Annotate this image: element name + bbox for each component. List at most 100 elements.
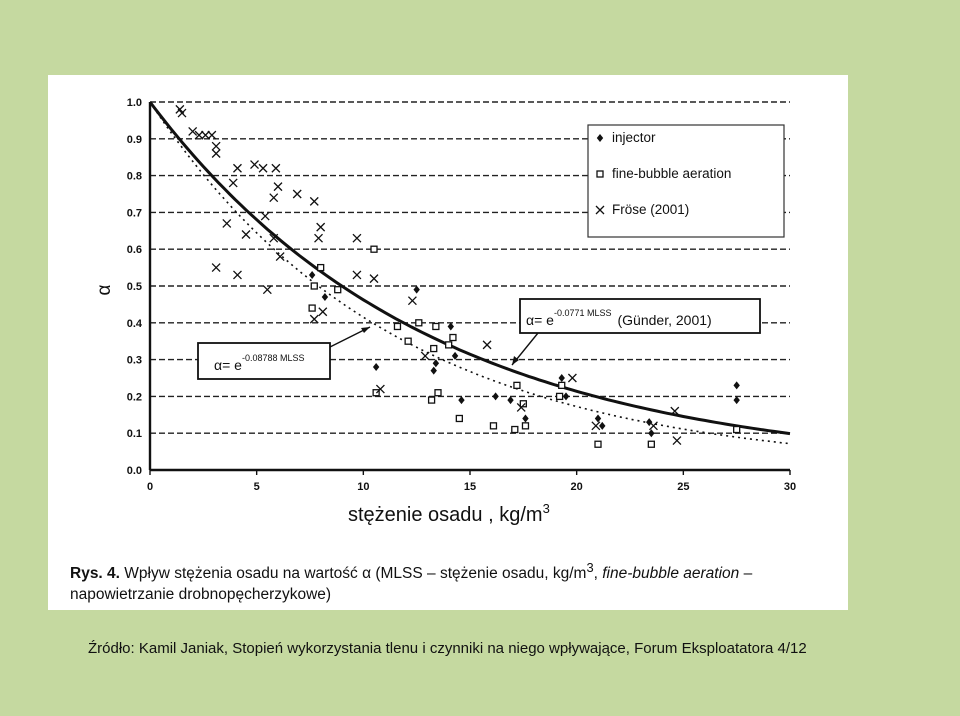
injector-point (733, 396, 740, 405)
y-tick-label: 0.0 (127, 465, 142, 477)
frose-point (352, 270, 362, 280)
fine-bubble-point (393, 322, 402, 331)
caption-text-d: – napowietrzanie drobnopęcherzykowe) (70, 565, 753, 604)
injector-point (321, 293, 329, 302)
legend-label: injector (612, 130, 656, 145)
frose-point (567, 373, 577, 383)
series-x (175, 104, 682, 446)
fine-bubble-point (334, 286, 342, 294)
gunder-pointer-head (512, 356, 519, 365)
frose-point (228, 178, 238, 188)
y-tick-label: 0.4 (127, 318, 143, 330)
frose-point (591, 421, 601, 431)
frose-point (482, 340, 492, 350)
legend-label: fine-bubble aeration (612, 166, 731, 181)
injector-point (733, 381, 740, 390)
legend-item (596, 170, 604, 178)
y-tick-label: 0.9 (127, 134, 142, 146)
frose-point (352, 233, 362, 243)
frose-point (222, 218, 232, 228)
fine-bubble-point (415, 319, 423, 327)
frose-point (309, 314, 319, 324)
caption-alpha: α (362, 565, 372, 583)
series-diamond (308, 270, 740, 438)
legend-item (595, 205, 605, 215)
frose-point (250, 160, 259, 170)
y-tick-label: 0.3 (127, 355, 142, 367)
injector-point (413, 285, 420, 294)
gunder-label-box (519, 298, 761, 334)
caption-text-b: (MLSS – stężenie osadu, kg/m (371, 565, 587, 583)
caption-sup: 3 (586, 560, 594, 575)
frose-point (318, 307, 328, 317)
injector-point (507, 396, 514, 405)
frose-point (273, 182, 283, 192)
injector-point (451, 351, 459, 360)
dotted-label-exp: -0.08788 MLSS (242, 353, 305, 363)
fine-bubble-point (310, 282, 318, 290)
injector-point (492, 392, 499, 401)
y-tick-label: 0.6 (127, 244, 142, 256)
x-tick-label: 10 (357, 481, 369, 493)
fine-bubble-point (489, 422, 498, 430)
fine-bubble-point (449, 333, 457, 342)
fine-bubble-point (317, 263, 325, 272)
injector-point (308, 270, 316, 279)
frose-point (420, 351, 430, 361)
caption-label: Rys. 4. (70, 565, 120, 583)
fine-bubble-point (430, 344, 438, 353)
injector-point (648, 429, 655, 438)
frose-point (314, 233, 323, 243)
fine-bubble-point (427, 396, 436, 404)
frose-point (211, 141, 221, 151)
injector-point (447, 322, 454, 331)
frose-point (269, 233, 279, 243)
x-tick-label: 20 (571, 481, 583, 493)
injector-point (558, 374, 565, 382)
frose-point (188, 126, 198, 136)
fine-bubble-point (558, 381, 566, 390)
gunder-label-source: (Günder, 2001) (618, 312, 712, 328)
x-tick-label: 15 (464, 481, 476, 493)
fine-bubble-point (308, 304, 316, 312)
fine-bubble-point (370, 245, 378, 253)
fine-bubble-point (521, 422, 530, 430)
fine-bubble-point (511, 425, 519, 434)
injector-point (594, 414, 602, 423)
frose-point (233, 270, 242, 280)
frose-point (177, 108, 187, 118)
fine-bubble-point (513, 381, 521, 390)
injector-point (458, 396, 465, 405)
fine-bubble-point (519, 400, 527, 408)
frose-point (201, 130, 210, 140)
y-tick-label: 0.8 (127, 171, 142, 183)
frose-point (649, 421, 658, 431)
frose-point (269, 193, 279, 203)
x-tick-label: 30 (784, 481, 796, 493)
injector-point (430, 366, 437, 375)
frose-point (233, 163, 242, 173)
frose-point (595, 205, 605, 215)
frose-point (275, 252, 285, 262)
x-tick-label: 25 (677, 481, 689, 493)
caption-text-c: , (593, 565, 603, 583)
frose-point (516, 402, 526, 412)
frose-point (211, 149, 221, 158)
y-tick-label: 0.5 (127, 281, 142, 293)
dotted-pointer-head (361, 327, 370, 333)
legend-item (596, 134, 604, 142)
frose-point (241, 230, 251, 239)
series-square (308, 245, 741, 448)
legend-box (587, 124, 785, 238)
frose-point (292, 189, 302, 199)
y-axis-label: α (94, 284, 115, 295)
y-tick-label: 0.1 (127, 428, 142, 440)
fine-bubble-point (733, 425, 741, 434)
fine-bubble-point (455, 414, 463, 423)
legend-label: Fröse (2001) (612, 202, 689, 217)
y-tick-label: 0.2 (127, 391, 142, 403)
x-axis-label: stężenie osadu , kg/m3 (348, 501, 550, 526)
injector-point (599, 421, 606, 430)
x-axis-label-sup: 3 (543, 501, 550, 516)
y-tick-label: 0.7 (127, 207, 142, 219)
